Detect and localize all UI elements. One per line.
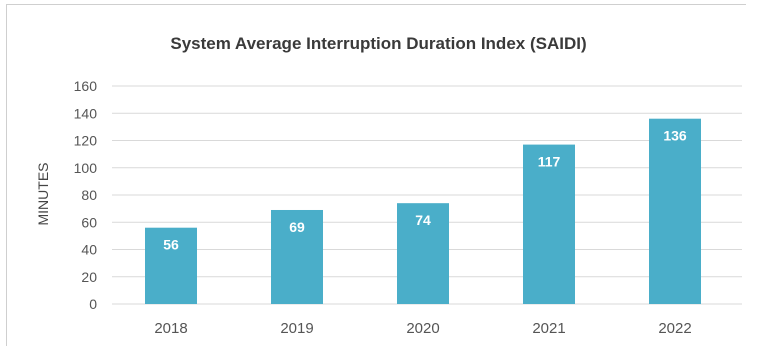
x-tick-label: 2021 [532, 320, 565, 337]
y-tick-label: 160 [74, 78, 98, 94]
chart-title: System Average Interruption Duration Ind… [170, 34, 587, 53]
y-tick-label: 20 [81, 269, 97, 285]
bar-2022 [649, 118, 701, 304]
data-label-2022: 136 [663, 128, 687, 144]
bar-2020 [397, 203, 449, 304]
y-tick-label: 40 [81, 242, 97, 258]
frame-top-border [6, 4, 746, 5]
y-axis-label: MINUTES [35, 163, 51, 226]
data-label-2021: 117 [538, 154, 561, 170]
x-tick-label: 2018 [154, 320, 187, 337]
y-tick-label: 0 [89, 296, 97, 312]
data-label-2020: 74 [415, 212, 431, 228]
bar-2019 [271, 209, 323, 304]
y-tick-label: 100 [74, 160, 98, 176]
bars [145, 118, 701, 304]
bar-2021 [523, 144, 575, 304]
data-labels: 56 69 74 117 136 [163, 128, 687, 253]
y-tick-label: 120 [74, 133, 98, 149]
gridlines [112, 85, 742, 305]
data-label-2018: 56 [163, 237, 179, 253]
x-axis-ticks: 2018 2019 2020 2021 2022 [154, 320, 691, 337]
bar-2018 [145, 227, 197, 304]
x-tick-label: 2019 [280, 320, 313, 337]
frame-left-border [6, 4, 7, 346]
data-label-2019: 69 [289, 219, 305, 235]
y-axis-ticks: 0 20 40 60 80 100 120 140 160 [74, 78, 98, 312]
x-tick-label: 2022 [658, 320, 691, 337]
y-tick-label: 140 [74, 105, 98, 121]
y-tick-label: 60 [81, 214, 97, 230]
x-tick-label: 2020 [406, 320, 439, 337]
y-tick-label: 80 [81, 187, 97, 203]
